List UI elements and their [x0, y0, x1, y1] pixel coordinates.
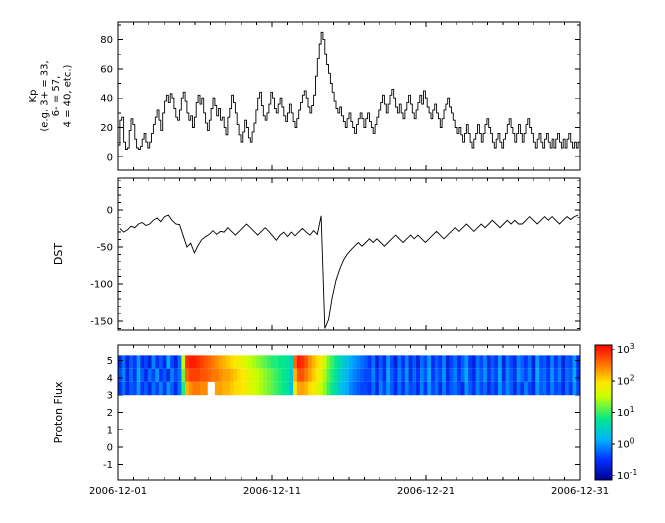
colorbar-tick-label: 100	[617, 436, 635, 450]
proton-flux-ytick-label: 4	[107, 373, 113, 384]
kp-axis-title-line: (e.g. 3+ = 33,	[40, 60, 51, 131]
proton-flux-axis-title: Proton Flux	[52, 381, 65, 443]
x-tick-label: 2006-12-01	[89, 486, 147, 497]
kp-ytick-label: 0	[107, 152, 113, 163]
kp-series	[118, 31, 580, 150]
dst-panel: 0 -50 -100 -150 DST	[52, 177, 581, 331]
x-tick-label: 2006-12-31	[551, 486, 609, 497]
proton-flux-ytick-label: 0	[107, 443, 113, 454]
kp-axis-title-line: 4 = 40, etc.)	[63, 64, 74, 127]
kp-ytick-label: 20	[100, 123, 113, 134]
proton-flux-ytick-label: 2	[107, 408, 113, 419]
proton-flux-ytick-label: 5	[107, 356, 113, 367]
colorbar-tick-label: 101	[617, 405, 635, 419]
kp-ytick-label: 60	[100, 64, 113, 75]
dst-frame	[117, 177, 581, 331]
dst-ytick-label: -150	[90, 317, 113, 328]
dst-ytick-label: -50	[97, 243, 113, 254]
dst-axis-title: DST	[52, 243, 65, 265]
kp-panel: 0 20 40 60 80 Kp (e.g. 3+ = 33, 6- = 57, 4 = 40,…	[28, 21, 581, 171]
proton-flux-ytick-label: -1	[103, 460, 113, 471]
colorbar-tick-label: 103	[617, 342, 635, 356]
kp-axis-title-line: Kp	[28, 90, 39, 103]
kp-frame	[117, 21, 581, 171]
colorbar: 103 102 101 100 10-1	[594, 342, 637, 482]
proton-flux-panel: 5 4 3 2 1 0 -1 Proton Flux	[52, 344, 581, 481]
dst-ytick-label: -100	[90, 280, 113, 291]
x-tick-label: 2006-12-11	[243, 486, 301, 497]
proton-spectrogram	[118, 355, 581, 396]
colorbar-tick-label: 10-1	[617, 468, 637, 482]
dst-series	[119, 214, 579, 329]
proton-flux-ytick-label: 3	[107, 391, 113, 402]
dst-ytick-label: 0	[107, 205, 113, 216]
x-tick-label: 2006-12-21	[397, 486, 455, 497]
kp-axis-title-line: 6- = 57,	[51, 76, 62, 117]
colorbar-tick-label: 102	[617, 374, 635, 388]
kp-ytick-label: 80	[100, 35, 113, 46]
kp-ytick-label: 40	[100, 94, 113, 105]
proton-flux-ytick-label: 1	[107, 425, 113, 436]
